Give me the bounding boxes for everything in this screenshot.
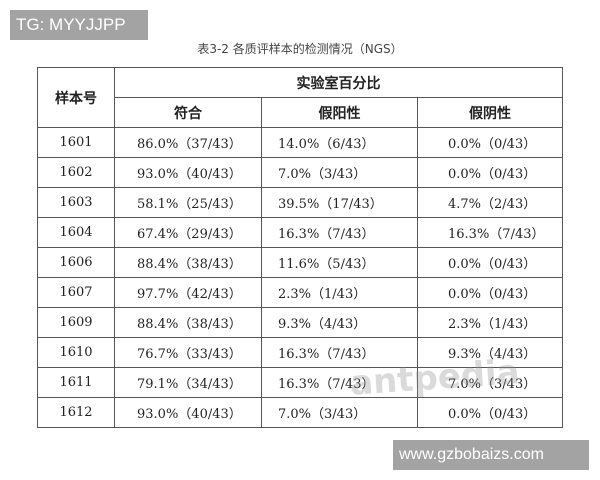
value-cell: 7.0%（3/43） [261, 157, 418, 188]
value-cell: 67.4%（29/43） [114, 217, 262, 248]
value-cell: 16.3%（7/43） [261, 337, 418, 368]
sample-id-cell: 1602 [37, 157, 115, 188]
value-cell: 93.0%（40/43） [114, 157, 262, 188]
watermark-badge-top: TG: MYYJJPP [10, 10, 148, 40]
results-table: 样本号 实验室百分比 符合 假阳性 假阴性 1601 86.0%（37/43） 14… [37, 67, 563, 428]
sample-id-cell: 1610 [37, 337, 115, 368]
sample-id-cell: 1607 [37, 277, 115, 308]
sample-id-cell: 1601 [37, 127, 115, 158]
sample-id-cell: 1612 [37, 397, 115, 428]
sample-id-cell: 1603 [37, 187, 115, 218]
value-cell: 2.3%（1/43） [417, 307, 563, 338]
value-cell: 86.0%（37/43） [114, 127, 262, 158]
value-cell: 16.3%（7/43） [261, 367, 418, 398]
table-row: 1612 93.0%（40/43） 7.0%（3/43） 0.0%（0/43） [37, 397, 563, 428]
sample-id-cell: 1606 [37, 247, 115, 278]
table-row: 1609 88.4%（38/43） 9.3%（4/43） 2.3%（1/43） [37, 307, 563, 338]
header-col: 假阴性 [417, 97, 563, 128]
value-cell: 16.3%（7/43） [261, 217, 418, 248]
header-sample: 样本号 [37, 67, 115, 128]
value-cell: 93.0%（40/43） [114, 397, 262, 428]
header-group: 实验室百分比 [114, 67, 563, 98]
value-cell: 4.7%（2/43） [417, 187, 563, 218]
value-cell: 2.3%（1/43） [261, 277, 418, 308]
sample-id-cell: 1609 [37, 307, 115, 338]
table-row: 1603 58.1%（25/43） 39.5%（17/43） 4.7%（2/43） [37, 187, 563, 218]
header-col: 符合 [114, 97, 262, 128]
table-row: 1602 93.0%（40/43） 7.0%（3/43） 0.0%（0/43） [37, 157, 563, 188]
value-cell: 11.6%（5/43） [261, 247, 418, 278]
sample-id-cell: 1611 [37, 367, 115, 398]
value-cell: 0.0%（0/43） [417, 157, 563, 188]
table-row: 1607 97.7%（42/43） 2.3%（1/43） 0.0%（0/43） [37, 277, 563, 308]
table-row: 1606 88.4%（38/43） 11.6%（5/43） 0.0%（0/43） [37, 247, 563, 278]
table-row: 1604 67.4%（29/43） 16.3%（7/43） 16.3%（7/43） [37, 217, 563, 248]
value-cell: 88.4%（38/43） [114, 307, 262, 338]
value-cell: 76.7%（33/43） [114, 337, 262, 368]
value-cell: 79.1%（34/43） [114, 367, 262, 398]
value-cell: 14.0%（6/43） [261, 127, 418, 158]
value-cell: 58.1%（25/43） [114, 187, 262, 218]
value-cell: 16.3%（7/43） [417, 217, 563, 248]
value-cell: 97.7%（42/43） [114, 277, 262, 308]
value-cell: 0.0%（0/43） [417, 277, 563, 308]
table-row: 1611 79.1%（34/43） 16.3%（7/43） 7.0%（3/43） [37, 367, 563, 398]
value-cell: 88.4%（38/43） [114, 247, 262, 278]
table-caption: 表3-2 各质评样本的检测情况（NGS） [197, 42, 403, 56]
value-cell: 0.0%（0/43） [417, 127, 563, 158]
watermark-badge-bottom: www.gzbobaizs.com [393, 440, 589, 470]
value-cell: 0.0%（0/43） [417, 247, 563, 278]
value-cell: 9.3%（4/43） [261, 307, 418, 338]
value-cell: 39.5%（17/43） [261, 187, 418, 218]
table-row: 1601 86.0%（37/43） 14.0%（6/43） 0.0%（0/43） [37, 127, 563, 158]
value-cell: 0.0%（0/43） [417, 397, 563, 428]
value-cell: 7.0%（3/43） [261, 397, 418, 428]
sample-id-cell: 1604 [37, 217, 115, 248]
header-col: 假阳性 [261, 97, 418, 128]
